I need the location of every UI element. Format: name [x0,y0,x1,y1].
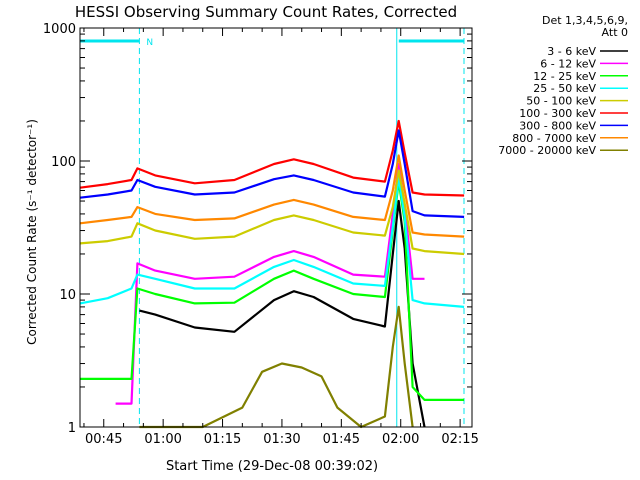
legend-entry-label: 25 - 50 keV [533,82,596,95]
series-line-5 [79,169,465,256]
x-tick-label: 02:00 [382,432,419,447]
x-tick-label: 01:45 [323,432,360,447]
axes-layer: 00:45 01:00 01:15 01:30 01:45 02:00 02:15 1 10 10… [43,22,479,447]
x-tick-label: 02:15 [441,432,478,447]
y-tick-label: 1 [68,421,76,436]
x-tick-label: 00:45 [85,432,122,447]
plot-frame [79,27,473,428]
x-tick-label: 01:15 [204,432,241,447]
y-tick-label: 100 [51,155,76,170]
legend-entry-label: 800 - 7000 keV [512,132,596,145]
series-line-7 [79,129,465,218]
legend-header: Det 1,3,4,5,6,9, [542,14,628,27]
x-tick-label: 01:30 [263,432,300,447]
chart-title: HESSI Observing Summary Count Rates, Cor… [75,3,457,21]
x-tick-label: 01:00 [144,432,181,447]
night-label: N [146,38,153,48]
legend-header: Att 0 [602,26,628,39]
series-line-3 [80,180,465,401]
series-line-9 [139,305,414,429]
legend-entry-label: 3 - 6 keV [547,45,596,58]
legend-entry-label: 300 - 800 keV [519,119,596,132]
y-tick-label: 10 [59,288,76,303]
series-line-4 [79,176,465,308]
legend-entry-label: 7000 - 20000 keV [498,144,596,157]
legend-entry-label: 50 - 100 keV [526,95,596,108]
series-line-8 [79,154,465,238]
legend-entry-label: 100 - 300 keV [519,107,596,120]
x-axis-label: Start Time (29-Dec-08 00:39:02) [166,459,378,474]
plot-layer: N [79,28,465,429]
legend-entry-label: 6 - 12 keV [540,57,596,70]
series-line-6 [79,119,465,197]
y-tick-label: 1000 [43,22,76,37]
series-line-1 [139,199,426,428]
y-axis-label: Corrected Count Rate (s⁻¹ detector⁻¹) [25,119,39,345]
legend-entry-label: 12 - 25 keV [533,70,596,83]
